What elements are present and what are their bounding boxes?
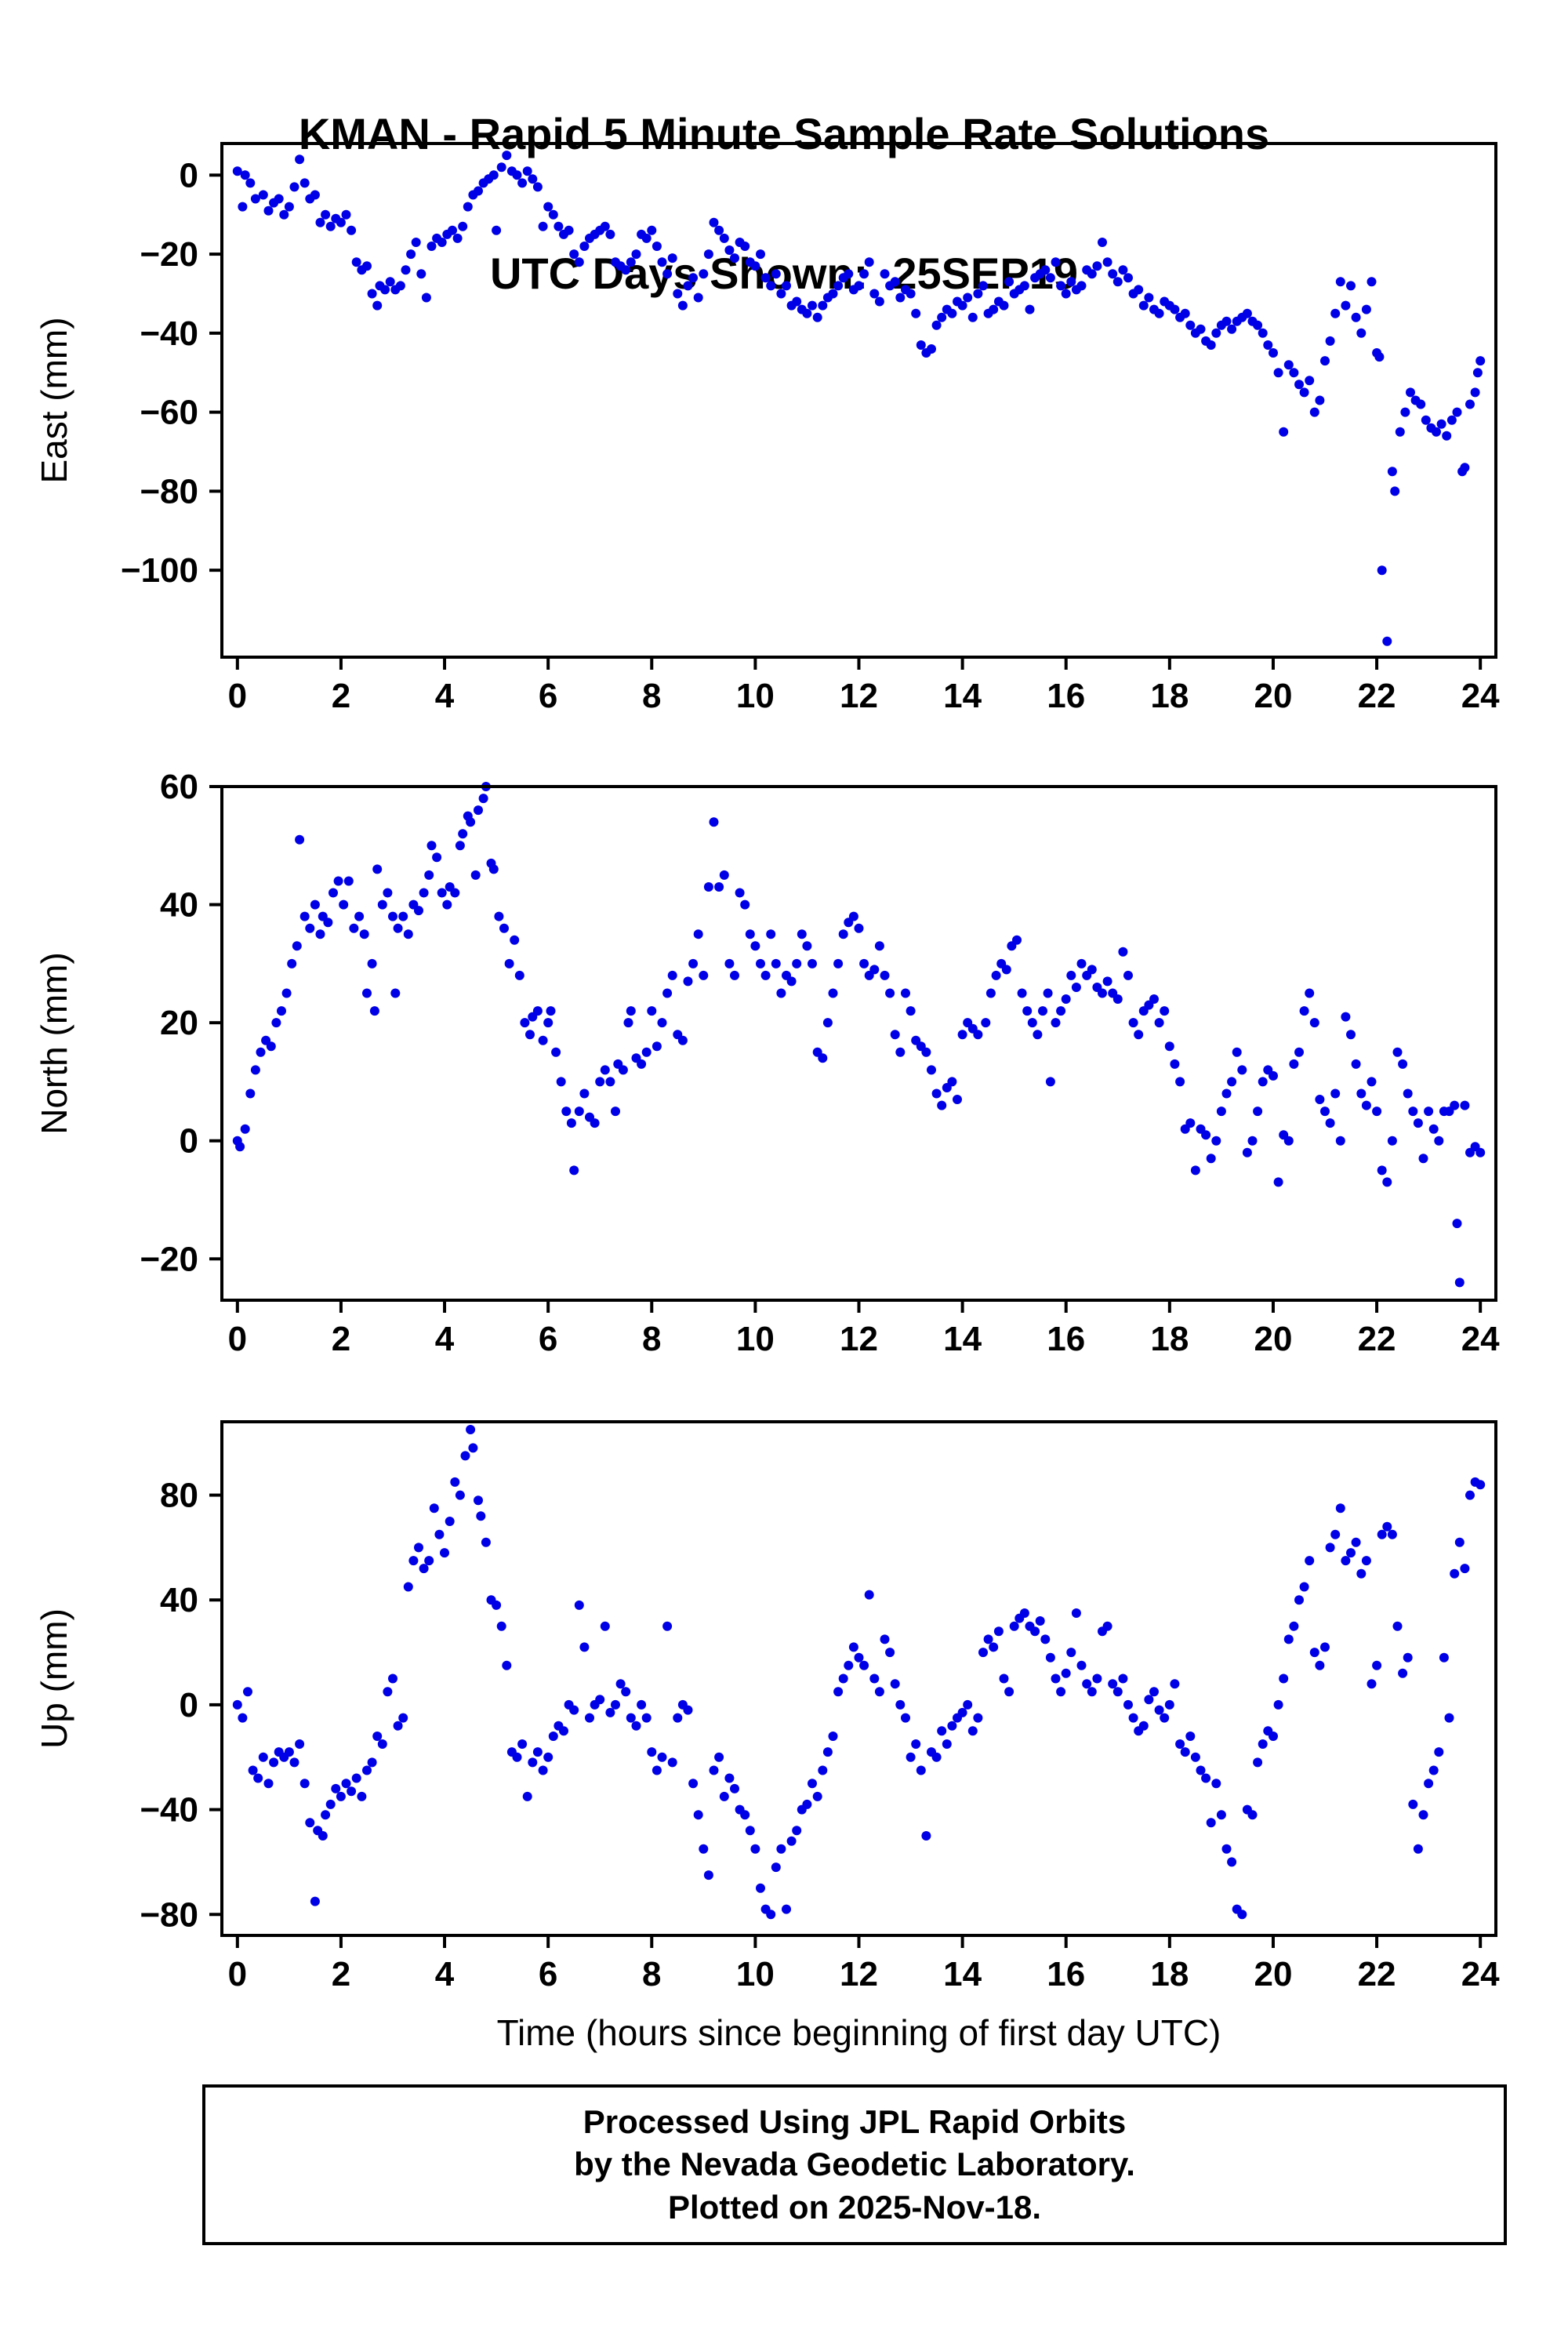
up-y-tick-label: −40 [140,1791,198,1830]
footer-box: Processed Using JPL Rapid Orbits by the … [202,2084,1507,2245]
up-x-tick-label: 22 [1358,1955,1396,1993]
north-x-tick-label: 6 [539,1320,557,1358]
north-x-tick-label: 18 [1150,1320,1189,1358]
footer-line3: Plotted on 2025-Nov-18. [667,2188,1042,2226]
east-x-tick-label: 22 [1358,677,1396,715]
east-axis-label: East (mm) [34,317,74,483]
east-y-tick-label: −40 [140,314,198,353]
up-x-tick-label: 2 [332,1955,350,1993]
east-x-tick-label: 8 [642,677,661,715]
north-x-tick-label: 0 [228,1320,247,1358]
north-x-tick-label: 20 [1254,1320,1292,1358]
up-x-tick-label: 6 [539,1955,557,1993]
north-x-tick-label: 10 [736,1320,775,1358]
east-x-tick-label: 4 [435,677,455,715]
east-y-tick-label: −80 [140,472,198,511]
north-y-tick-label: −20 [140,1240,198,1278]
east-y-tick-label: −100 [121,551,198,590]
east-x-tick-label: 10 [736,677,775,715]
north-points [232,782,1486,1288]
north-plot-frame [220,785,1497,1302]
up-y-tick-label: 80 [160,1477,198,1515]
up-x-tick-label: 20 [1254,1955,1292,1993]
footer-line1: Processed Using JPL Rapid Orbits [583,2102,1127,2140]
up-x-tick-label: 16 [1047,1955,1085,1993]
chart-title-line1: KMAN - Rapid 5 Minute Sample Rate Soluti… [298,108,1270,158]
east-x-tick-label: 0 [228,677,247,715]
up-x-tick-label: 8 [642,1955,661,1993]
north-y-tick-label: 60 [160,768,198,806]
north-x-tick-label: 12 [840,1320,878,1358]
up-x-tick-label: 0 [228,1955,247,1993]
panel-east: 0 2 4 6 8 10 12 14 16 18 20 22 240−20−40−60−80−100Ea… [34,142,1500,715]
east-y-tick-label: −60 [140,394,198,432]
east-y-tick-label: −20 [140,235,198,274]
east-x-tick-label: 6 [539,677,557,715]
x-axis-label: Time (hours since beginning of first day… [497,2012,1221,2053]
east-x-tick-label: 20 [1254,677,1292,715]
up-x-tick-label: 24 [1461,1955,1500,1993]
north-x-tick-label: 14 [943,1320,982,1358]
up-x-tick-label: 4 [435,1955,455,1993]
east-x-tick-label: 2 [332,677,350,715]
up-x-tick-label: 10 [736,1955,775,1993]
east-y-tick-label: 0 [180,156,198,194]
up-plot-frame [220,1420,1497,1937]
north-x-tick-label: 22 [1358,1320,1396,1358]
north-x-tick-label: 8 [642,1320,661,1358]
north-y-tick-label: 40 [160,886,198,925]
up-x-tick-label: 14 [943,1955,982,1993]
up-y-tick-label: 0 [180,1686,198,1724]
east-x-tick-label: 16 [1047,677,1085,715]
north-x-tick-label: 16 [1047,1320,1085,1358]
north-y-tick-label: 0 [180,1122,198,1161]
north-x-tick-label: 2 [332,1320,350,1358]
up-axis-label: Up (mm) [34,1608,74,1749]
east-plot-frame [220,142,1497,659]
east-x-tick-label: 18 [1150,677,1189,715]
east-points [232,151,1486,646]
up-points [232,1425,1486,1920]
north-x-tick-label: 4 [435,1320,455,1358]
north-y-tick-label: 20 [160,1004,198,1042]
up-x-tick-label: 12 [840,1955,878,1993]
east-x-tick-label: 12 [840,677,878,715]
up-x-tick-label: 18 [1150,1955,1189,1993]
up-y-tick-label: 40 [160,1581,198,1619]
east-x-tick-label: 14 [943,677,982,715]
north-x-tick-label: 24 [1461,1320,1500,1358]
east-x-tick-label: 24 [1461,677,1500,715]
up-y-tick-label: −80 [140,1895,198,1934]
footer-line2: by the Nevada Geodetic Laboratory. [574,2146,1135,2183]
north-axis-label: North (mm) [34,952,74,1135]
